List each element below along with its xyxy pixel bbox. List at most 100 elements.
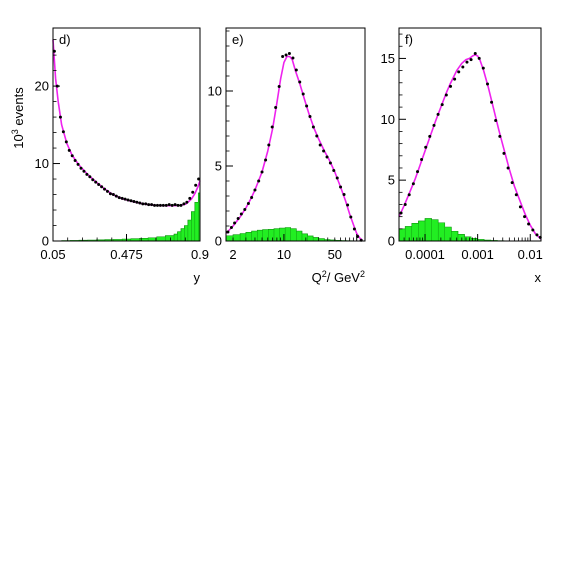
data-points-f [399, 52, 542, 239]
data-point-f [494, 119, 498, 122]
panel-d: 0 10 20 0.05 0.475 0.9 d) y [35, 27, 209, 285]
data-point-d [52, 49, 56, 53]
data-point-d [185, 200, 189, 204]
y-tick-label-f: 0 [388, 234, 395, 249]
x-tick-label-f: 0.001 [461, 247, 494, 262]
histogram-area-e [225, 227, 365, 242]
panel-label-e: e) [232, 32, 244, 47]
data-point-d [161, 203, 165, 207]
data-point-f [436, 112, 440, 116]
data-point-e [264, 158, 268, 162]
data-point-e [325, 155, 329, 159]
data-points-e [226, 52, 363, 242]
y-tick-label-d: 0 [42, 234, 49, 249]
data-point-d [105, 189, 109, 193]
global-y-axis-label: 103 events [10, 87, 26, 149]
data-points-d [52, 49, 201, 207]
data-point-f [486, 82, 490, 86]
data-point-f [428, 134, 432, 138]
fit-line-f [398, 53, 542, 240]
data-point-d [167, 203, 171, 207]
data-point-e [284, 53, 288, 57]
panel-label-f: f) [405, 32, 413, 47]
y-tick-label-d: 20 [35, 79, 49, 94]
data-point-f [453, 77, 457, 81]
data-point-e [305, 104, 309, 108]
x-axis-label-e: Q2/ GeV2 [312, 269, 365, 285]
data-point-f [527, 222, 531, 226]
data-point-e [315, 134, 319, 138]
data-point-f [399, 211, 403, 215]
plot-frame-f [398, 27, 542, 242]
x-axis-label-f: x [535, 270, 542, 285]
data-point-d [79, 166, 83, 170]
data-point-f [473, 52, 477, 56]
data-point-f [531, 228, 535, 232]
data-point-e [246, 202, 250, 205]
data-point-e [346, 203, 350, 207]
x-tick-label-d: 0.475 [110, 247, 143, 262]
data-point-f [469, 58, 473, 62]
data-point-d [147, 203, 151, 207]
data-point-d [141, 202, 145, 206]
x-tick-label-f: 0.0001 [405, 247, 445, 262]
data-point-e [291, 56, 295, 60]
y-axis-label-exponent: 3 [10, 129, 20, 134]
data-point-e [318, 143, 322, 147]
y-tick-label-f: 5 [388, 173, 395, 188]
data-point-f [444, 93, 448, 97]
data-point-d [103, 187, 107, 191]
data-point-d [188, 196, 192, 200]
axis-ticks-e: 0 5 10 2 10 50 [208, 30, 358, 262]
data-point-e [308, 115, 312, 118]
data-point-e [226, 230, 230, 234]
data-point-e [339, 185, 343, 189]
data-point-d [67, 148, 71, 152]
data-point-f [432, 123, 436, 127]
data-point-e [294, 68, 298, 72]
x-tick-label-d: 0.05 [40, 247, 65, 262]
y-axis-label-base: 10 [11, 134, 26, 148]
y-tick-label-d: 10 [35, 156, 49, 171]
y-tick-label-e: 10 [208, 84, 222, 99]
axis-ticks-d: 0 10 20 0.05 0.475 0.9 [35, 39, 209, 262]
data-point-f [490, 100, 494, 104]
data-point-d [135, 200, 139, 204]
data-point-e [349, 215, 353, 219]
data-point-d [85, 172, 89, 176]
data-point-d [70, 154, 74, 158]
data-point-d [170, 203, 174, 207]
data-point-e [243, 208, 247, 211]
data-point-f [506, 166, 510, 170]
x-tick-label-e: 50 [328, 247, 342, 262]
data-point-e [332, 169, 336, 172]
y-axis-label-rest: events [11, 87, 26, 129]
data-point-e [352, 227, 356, 231]
data-point-d [123, 197, 127, 201]
data-point-e [229, 226, 233, 229]
data-point-e [250, 196, 254, 199]
plot-frame-d [52, 27, 201, 242]
axis-ticks-f: 0 5 10 15 0.0001 0.001 0.01 [381, 33, 543, 262]
data-point-e [267, 143, 271, 147]
data-point-d [100, 185, 104, 189]
data-point-d [117, 196, 121, 200]
y-axis-label: 103 events [10, 87, 26, 149]
panel-label-d: d) [59, 32, 71, 47]
data-point-f [502, 151, 506, 155]
data-point-d [191, 190, 195, 194]
data-point-e [281, 55, 285, 58]
data-point-f [523, 215, 527, 219]
data-point-f [477, 56, 481, 60]
data-point-f [518, 205, 522, 209]
data-point-e [257, 179, 261, 183]
data-point-e [270, 125, 274, 129]
data-point-d [153, 203, 157, 207]
data-point-d [155, 203, 159, 207]
fit-curve-f [398, 53, 542, 240]
x-tick-label-e: 2 [229, 247, 236, 262]
model-histogram-e [225, 227, 365, 242]
panel-f: 0 5 10 15 0.0001 0.001 0.01 f) x [381, 27, 543, 285]
